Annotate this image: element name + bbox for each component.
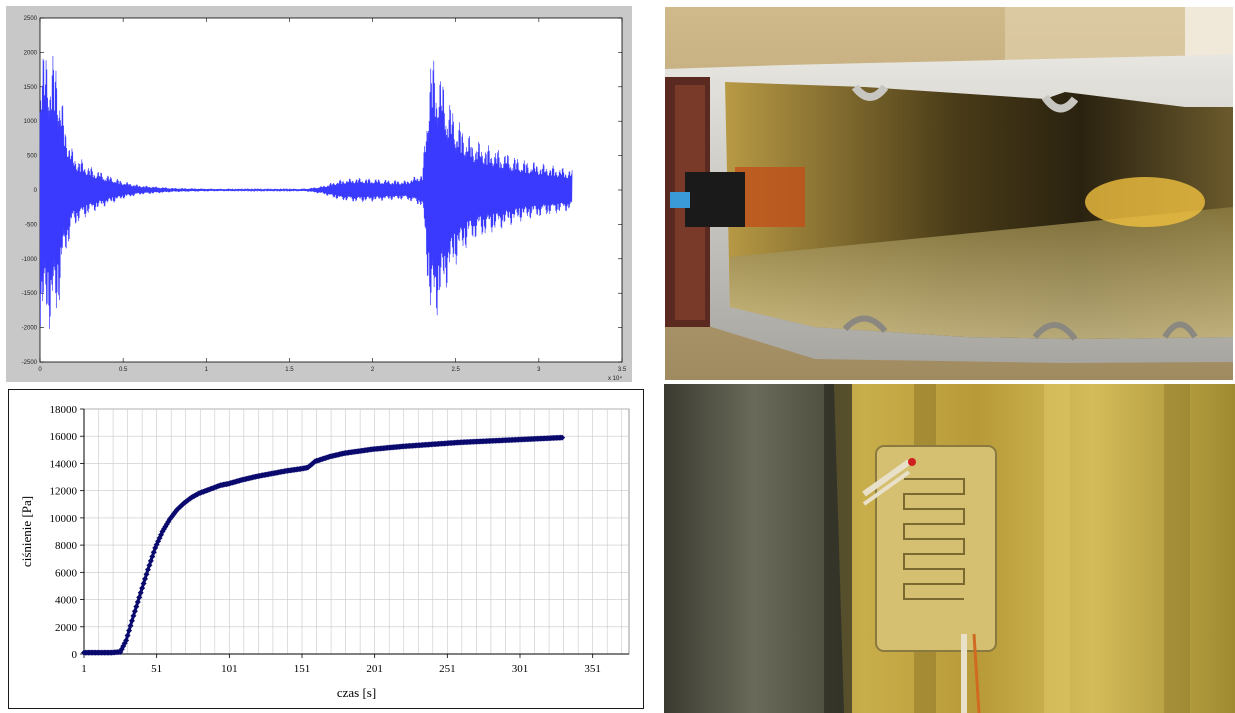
y-tick-label: -2000	[22, 326, 38, 332]
y-tick-label: 2500	[24, 16, 38, 22]
y-tick-label: 8000	[55, 540, 78, 552]
pressure-markers	[81, 434, 566, 656]
x-tick-label: 151	[294, 663, 311, 675]
x-tick-label: 301	[512, 663, 529, 675]
data-point	[136, 594, 143, 601]
x-tick-label: 1	[81, 663, 87, 675]
plot-area	[83, 408, 630, 655]
data-point	[162, 523, 169, 530]
data-point	[160, 526, 167, 533]
x-tick-label: 351	[584, 663, 601, 675]
y-tick-label: 1000	[24, 119, 38, 125]
signal-plot-panel: 2500 2000 1500 1000 500 0 -500 -1000 -1500 -2000 -…	[6, 6, 632, 382]
y-tick-label: 0	[72, 649, 78, 661]
data-point	[559, 434, 566, 441]
strain-gauge-photo	[664, 384, 1235, 713]
x-tick-label: 251	[439, 663, 456, 675]
profile-photo-illustration	[665, 7, 1233, 380]
y-tick-label: -1000	[22, 257, 38, 263]
pressure-chart: 0 2000 4000 6000 8000 10000 12000 14000 16000 180…	[19, 404, 630, 700]
x-exponent-label: x 10⁴	[608, 375, 622, 382]
signal-plot: 2500 2000 1500 1000 500 0 -500 -1000 -1500 -2000 -…	[22, 16, 627, 382]
data-point	[171, 510, 178, 517]
data-point	[153, 541, 160, 548]
y-tick-label: 2000	[55, 622, 78, 634]
x-tick-label: 3.5	[618, 367, 627, 373]
y-tick-label: 4000	[55, 595, 78, 607]
y-tick-label: 1500	[24, 85, 38, 91]
data-point	[120, 643, 127, 650]
data-point	[133, 603, 140, 610]
y-tick-label: 14000	[50, 458, 78, 470]
x-tick-label: 1	[205, 367, 209, 373]
y-tick-label: -2500	[22, 360, 38, 366]
data-point	[149, 553, 156, 560]
data-point	[140, 580, 147, 587]
y-tick-label: 18000	[50, 404, 78, 416]
data-point	[137, 589, 144, 596]
data-point	[155, 538, 162, 545]
x-tick-label: 51	[151, 663, 162, 675]
y-axis-label: ciśnienie [Pa]	[19, 496, 34, 567]
y-tick-label: 10000	[50, 513, 78, 525]
y-tick-label: 2000	[24, 50, 38, 56]
x-tick-label: 101	[221, 663, 238, 675]
y-tick-label: 0	[34, 188, 38, 194]
x-tick-label: 201	[366, 663, 383, 675]
data-point	[143, 571, 150, 578]
x-tick-label: 3	[537, 367, 541, 373]
x-tick-label: 0	[38, 367, 42, 373]
data-point	[127, 622, 134, 629]
gauge-photo-illustration	[664, 384, 1235, 713]
data-point	[134, 599, 141, 606]
y-tick-label: 16000	[50, 431, 78, 443]
data-point	[168, 514, 175, 521]
x-axis-label: czas [s]	[337, 685, 376, 700]
data-point	[128, 617, 135, 624]
pressure-chart-panel: 0 2000 4000 6000 8000 10000 12000 14000 16000 180…	[8, 389, 644, 709]
data-point	[139, 585, 146, 592]
data-point	[124, 632, 131, 639]
profile-cross-section-photo	[665, 7, 1233, 380]
x-tick-label: 2.5	[452, 367, 461, 373]
x-tick-label: 0.5	[119, 367, 128, 373]
y-tick-label: -500	[25, 222, 38, 228]
data-point	[126, 627, 133, 634]
y-tick-label: 6000	[55, 567, 78, 579]
data-point	[144, 566, 151, 573]
data-point	[123, 637, 130, 644]
data-point	[130, 612, 137, 619]
data-point	[131, 608, 138, 615]
y-tick-label: 500	[27, 154, 38, 160]
x-tick-label: 2	[371, 367, 375, 373]
data-point	[152, 544, 159, 551]
y-tick-label: 12000	[50, 486, 78, 498]
x-tick-label: 1.5	[285, 367, 294, 373]
data-point	[142, 575, 149, 582]
data-point	[156, 535, 163, 542]
signal-series-line	[39, 55, 573, 329]
y-tick-label: -1500	[22, 291, 38, 297]
